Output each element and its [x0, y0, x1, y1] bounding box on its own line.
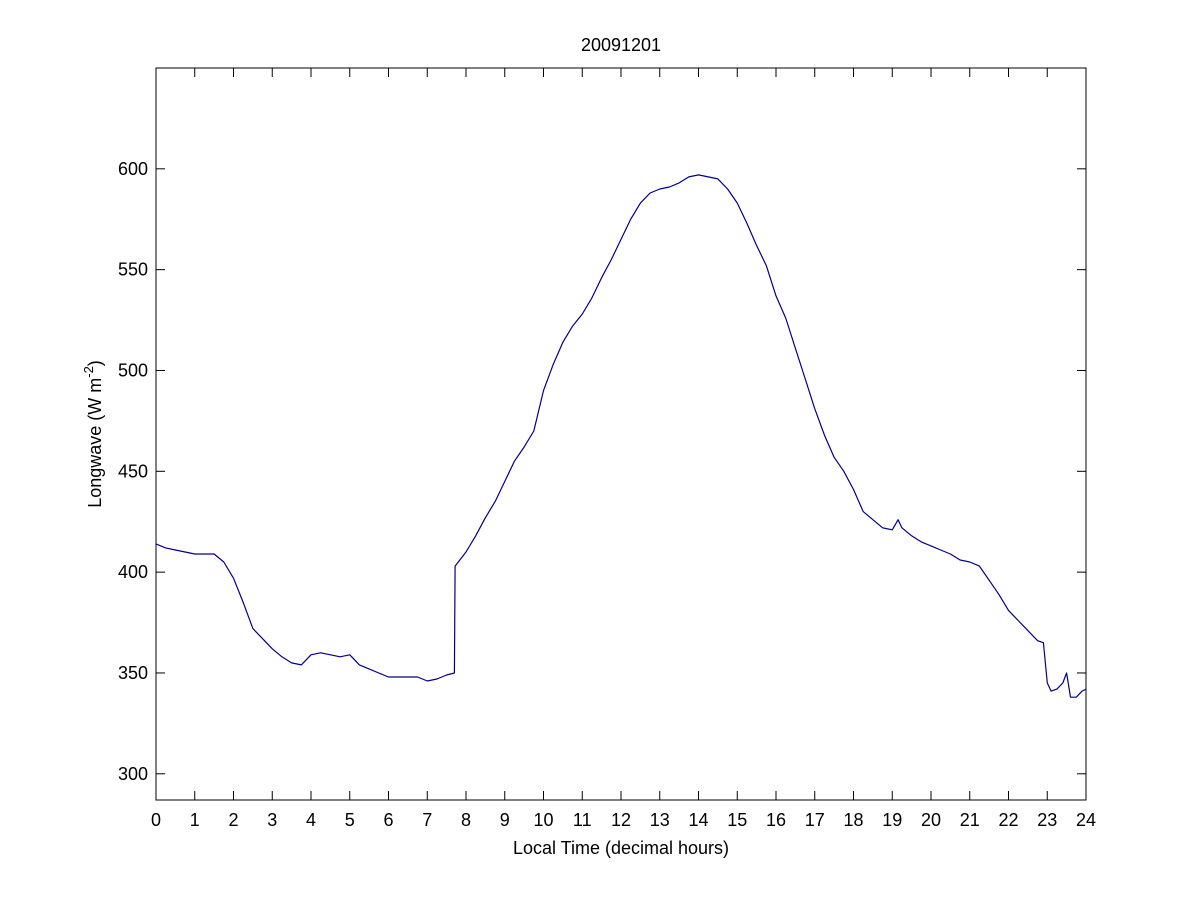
x-tick-label: 4	[306, 810, 316, 830]
chart-title: 20091201	[581, 35, 661, 55]
x-tick-label: 23	[1037, 810, 1057, 830]
x-axis-title: Local Time (decimal hours)	[513, 838, 729, 858]
x-tick-label: 18	[843, 810, 863, 830]
x-tick-label: 1	[190, 810, 200, 830]
x-tick-label: 17	[805, 810, 825, 830]
x-tick-label: 3	[267, 810, 277, 830]
y-tick-label: 600	[118, 159, 148, 179]
x-tick-label: 21	[960, 810, 980, 830]
y-axis-title-superscript: -2	[81, 366, 96, 378]
x-tick-label: 13	[650, 810, 670, 830]
y-axis-title: Longwave (W m-2)	[81, 360, 105, 508]
y-tick-label: 500	[118, 360, 148, 380]
x-tick-label: 6	[383, 810, 393, 830]
x-tick-label: 9	[500, 810, 510, 830]
x-tick-label: 2	[228, 810, 238, 830]
x-tick-label: 11	[573, 810, 592, 830]
x-tick-label: 20	[921, 810, 941, 830]
x-tick-label: 19	[882, 810, 902, 830]
y-axis-title-close: )	[85, 360, 105, 366]
x-tick-label: 24	[1076, 810, 1096, 830]
x-tick-label: 12	[611, 810, 631, 830]
x-tick-label: 10	[533, 810, 553, 830]
x-tick-label: 5	[345, 810, 355, 830]
y-tick-label: 350	[118, 663, 148, 683]
x-tick-label: 15	[727, 810, 747, 830]
y-tick-label: 300	[118, 764, 148, 784]
y-tick-label: 450	[118, 461, 148, 481]
plot-area: 0 1 2 3 4 5 6 7 8 9 10 11 12 13 14 15 16 17 18 19 20 21 22 23 24…	[118, 67, 1096, 830]
y-tick-label: 550	[118, 260, 148, 280]
series-line-0	[155, 174, 1087, 698]
x-tick-label: 8	[461, 810, 471, 830]
x-axis-ticks: 0 1 2 3 4 5 6 7 8 9 10 11 12 13 14 15 16 17 18 19 20 21 22 23 24	[151, 68, 1096, 830]
plot-frame	[155, 67, 1087, 801]
x-tick-label: 22	[998, 810, 1018, 830]
y-axis-ticks: 300 350 400 450 500 550 600	[118, 159, 1086, 784]
y-axis-title-main: Longwave (W m	[85, 378, 105, 508]
series-layer	[155, 174, 1087, 698]
x-tick-label: 0	[151, 810, 161, 830]
x-tick-label: 14	[688, 810, 708, 830]
y-tick-label: 400	[118, 562, 148, 582]
x-tick-label: 16	[766, 810, 786, 830]
x-tick-label: 7	[422, 810, 432, 830]
